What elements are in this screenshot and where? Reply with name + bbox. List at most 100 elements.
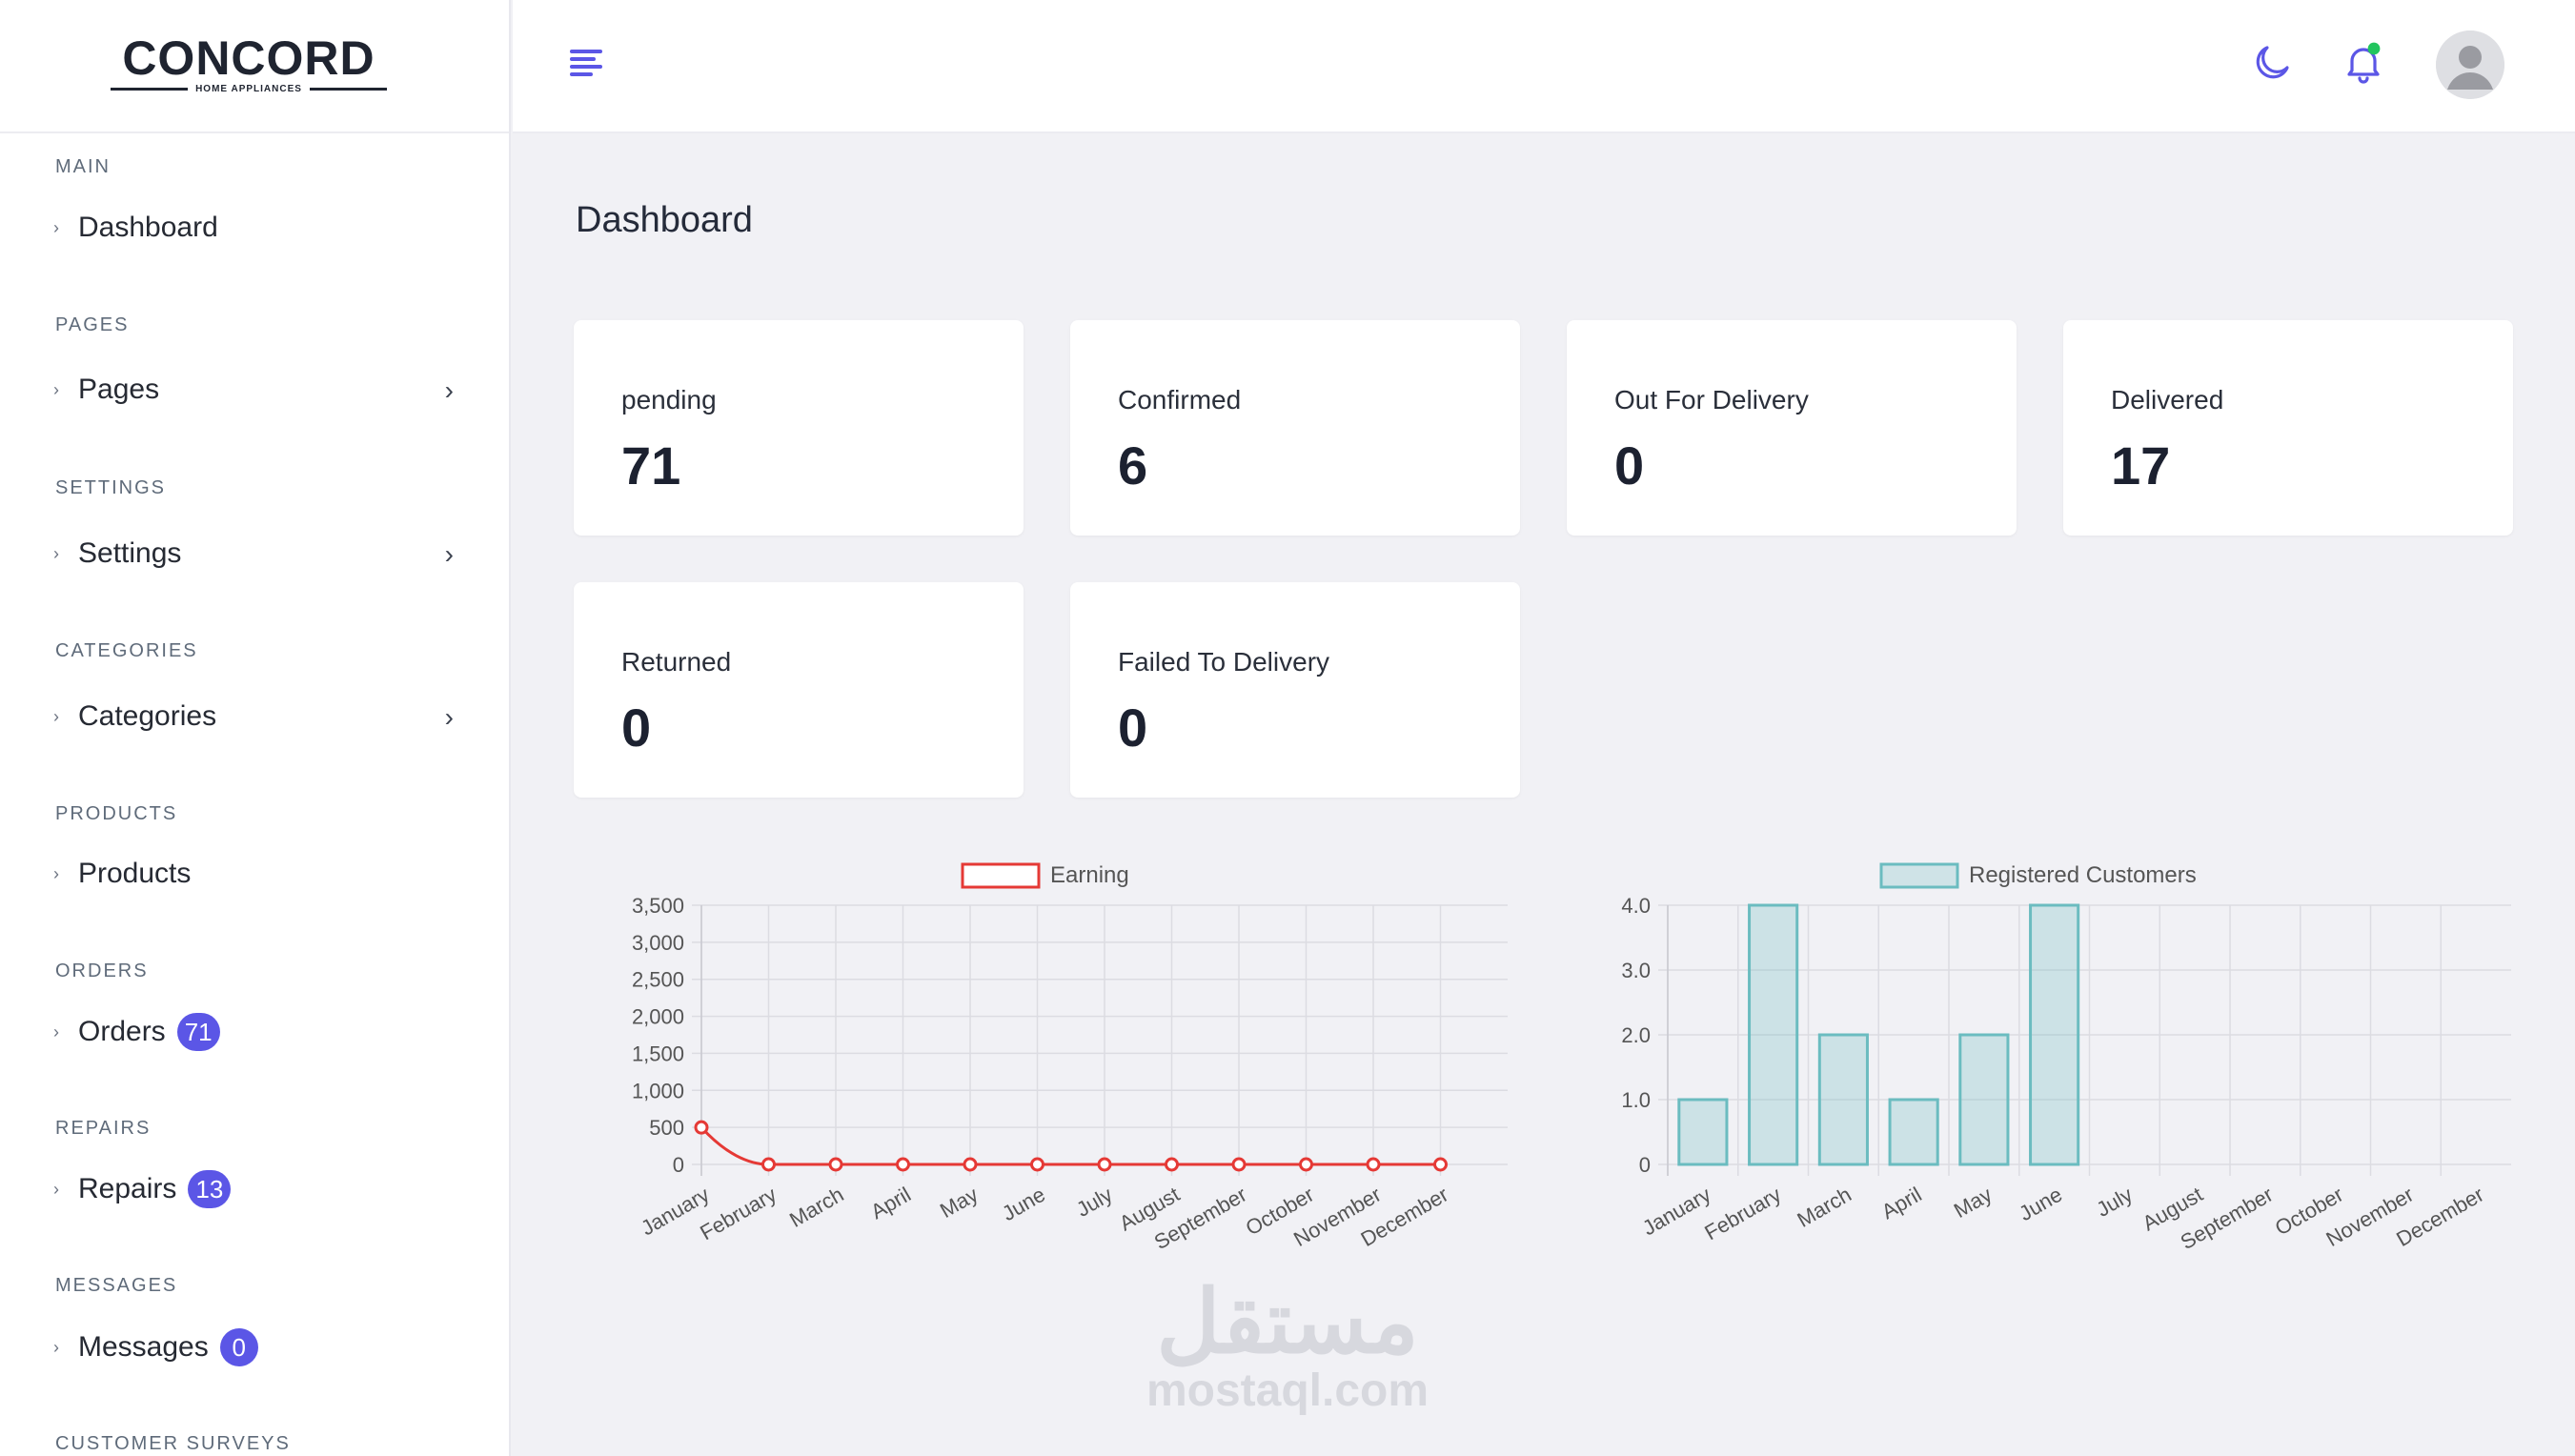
sidebar-item-products[interactable]: › Products	[53, 850, 454, 898]
sidebar-item-orders[interactable]: › Orders 71	[53, 1008, 454, 1056]
avatar[interactable]	[2436, 30, 2504, 99]
section-title-customer-surveys: CUSTOMER SURVEYS	[55, 1433, 291, 1454]
menu-icon[interactable]	[570, 50, 602, 76]
sidebar-item-label: Pages	[78, 374, 160, 405]
data-point	[1299, 1157, 1313, 1172]
stat-value: 0	[1614, 435, 1645, 495]
messages-count-badge: 0	[219, 1328, 258, 1366]
brand-area: CONCORD HOME APPLIANCES	[0, 0, 509, 133]
stat-card-returned: Returned 0	[574, 582, 1024, 798]
bar	[2029, 903, 2080, 1166]
sidebar-item-label: Products	[78, 858, 192, 889]
x-tick-label: June	[2015, 1183, 2066, 1226]
caret-right-icon: ›	[53, 1337, 59, 1357]
brand-tagline: HOME APPLIANCES	[195, 84, 302, 94]
bar	[1748, 903, 1799, 1166]
stat-label: Confirmed	[1118, 385, 1242, 415]
sidebar-item-pages[interactable]: › Pages ›	[53, 366, 454, 414]
data-point	[1030, 1157, 1044, 1172]
stat-value: 71	[621, 435, 681, 495]
x-tick-label: July	[1072, 1183, 1116, 1222]
x-tick-label: July	[2092, 1183, 2136, 1222]
stat-label: Out For Delivery	[1614, 385, 1809, 415]
legend-swatch	[961, 862, 1041, 889]
series-line	[700, 1126, 1441, 1166]
legend-label: Earning	[1050, 862, 1129, 888]
legend-swatch	[1879, 862, 1959, 889]
y-tick-label: 0	[1639, 1153, 1651, 1177]
sidebar-item-label: Dashboard	[78, 212, 218, 243]
y-tick-label: 3.0	[1621, 959, 1651, 982]
data-point	[963, 1157, 978, 1172]
data-point	[761, 1157, 776, 1172]
brand-logo[interactable]: CONCORD HOME APPLIANCES	[111, 34, 387, 94]
section-title-products: PRODUCTS	[55, 803, 178, 824]
caret-right-icon: ›	[53, 1179, 59, 1199]
y-tick-label: 0	[673, 1153, 684, 1177]
y-tick-label: 4.0	[1621, 894, 1651, 918]
x-tick-label: March	[785, 1183, 847, 1232]
bar	[1677, 1098, 1729, 1166]
data-point	[1366, 1157, 1381, 1172]
sidebar-item-label: Repairs	[78, 1173, 177, 1204]
registered-customers-bar-chart: Registered Customers 4.0 3.0 2.0 1.0 0 January…	[1621, 862, 2511, 1254]
section-title-messages: MESSAGES	[55, 1275, 178, 1296]
stat-label: Delivered	[2111, 385, 2224, 415]
caret-right-icon: ›	[53, 379, 59, 399]
data-point	[1165, 1157, 1179, 1172]
sidebar-item-dashboard[interactable]: › Dashboard	[53, 204, 454, 252]
stat-value: 0	[621, 698, 652, 758]
y-tick-label: 1,000	[632, 1079, 684, 1102]
sidebar-item-label: Settings	[78, 537, 182, 569]
caret-right-icon: ›	[53, 863, 59, 883]
y-tick-label: 500	[649, 1116, 684, 1140]
sidebar-item-messages[interactable]: › Messages 0	[53, 1324, 454, 1371]
sidebar-item-categories[interactable]: › Categories ›	[53, 693, 454, 740]
data-point	[1433, 1157, 1448, 1172]
stat-card-pending: pending 71	[574, 320, 1024, 536]
y-tick-label: 2,500	[632, 968, 684, 992]
top-header	[513, 0, 2575, 133]
stat-value: 0	[1118, 698, 1148, 758]
stat-value: 6	[1118, 435, 1148, 495]
section-title-orders: ORDERS	[55, 961, 149, 981]
x-tick-label: May	[936, 1183, 982, 1223]
stat-card-confirmed: Confirmed 6	[1070, 320, 1520, 536]
data-point	[1097, 1157, 1112, 1172]
x-tick-label: April	[1877, 1183, 1926, 1224]
chevron-right-icon: ›	[444, 375, 454, 405]
y-tick-label: 1,500	[632, 1041, 684, 1065]
orders-count-badge: 71	[176, 1013, 220, 1051]
repairs-count-badge: 13	[188, 1170, 232, 1208]
bell-icon[interactable]	[2341, 40, 2386, 86]
x-tick-label: May	[1950, 1183, 1996, 1223]
section-title-repairs: REPAIRS	[55, 1118, 152, 1139]
data-point	[896, 1157, 910, 1172]
watermark: مستقل mostaql.com	[1130, 1277, 1445, 1417]
chevron-right-icon: ›	[444, 539, 454, 569]
y-tick-label: 2.0	[1621, 1023, 1651, 1047]
x-tick-label: February	[1700, 1183, 1785, 1245]
y-tick-label: 3,000	[632, 931, 684, 955]
stat-card-delivered: Delivered 17	[2063, 320, 2513, 536]
bar	[1888, 1098, 1939, 1166]
stat-value: 17	[2111, 435, 2171, 495]
sidebar-item-settings[interactable]: › Settings ›	[53, 530, 454, 577]
chart-legend: Earning	[961, 862, 1129, 889]
bar	[1817, 1033, 1869, 1166]
sidebar-item-label: Categories	[78, 700, 217, 732]
moon-icon[interactable]	[2249, 40, 2295, 86]
bar	[1958, 1033, 2010, 1166]
y-tick-label: 2,000	[632, 1005, 684, 1029]
stat-label: Returned	[621, 647, 732, 677]
x-tick-label: January	[1638, 1183, 1714, 1241]
x-tick-label: February	[696, 1183, 781, 1245]
chevron-right-icon: ›	[444, 702, 454, 732]
sidebar: CONCORD HOME APPLIANCES MAIN › Dashboard…	[0, 0, 511, 1456]
sidebar-item-repairs[interactable]: › Repairs 13	[53, 1165, 454, 1213]
stat-card-out-for-delivery: Out For Delivery 0	[1567, 320, 2017, 536]
earning-line-chart: Earning 3,500 3,000 2,500 2,000 1,500 1,000 500…	[632, 862, 1508, 1254]
x-tick-label: June	[998, 1183, 1049, 1226]
data-point	[694, 1120, 709, 1135]
y-tick-label: 3,500	[632, 894, 684, 918]
